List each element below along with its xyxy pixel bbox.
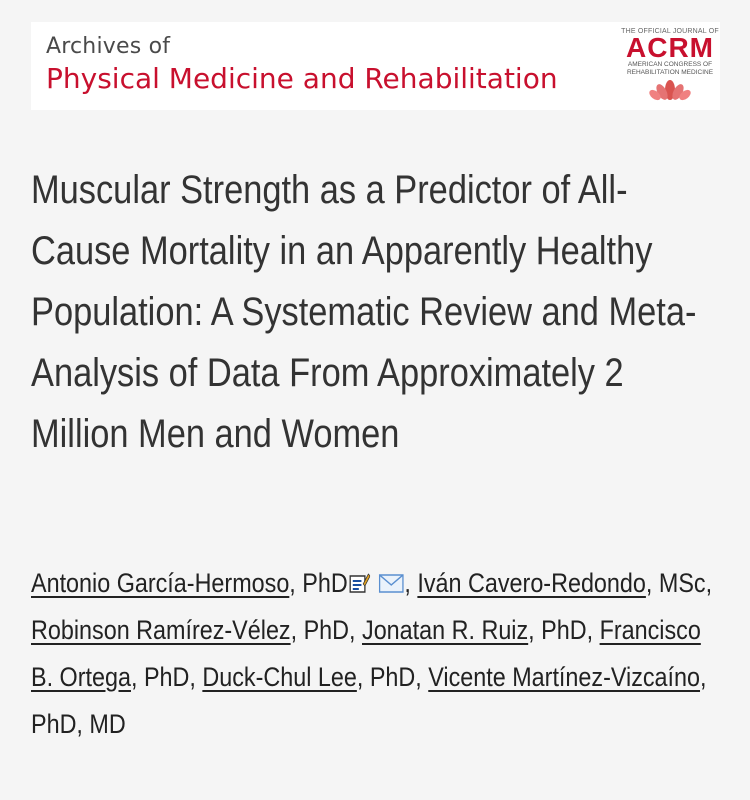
author-degree: , PhD, MD [31, 662, 707, 739]
journal-name-prefix: Archives of [46, 34, 171, 59]
separator: , [415, 662, 429, 692]
author-link[interactable]: Francisco B. Ortega [31, 615, 701, 692]
author-list: Antonio García-Hermoso, PhD , Iván Caver… [31, 560, 723, 748]
author-link[interactable]: Iván Cavero-Redondo [417, 568, 646, 598]
author-degree: , PhD [528, 615, 587, 645]
author-link[interactable]: Duck-Chul Lee [202, 662, 357, 692]
author-degree: , MSc [645, 568, 706, 598]
article-title: Muscular Strength as a Predictor of All-… [31, 168, 697, 456]
separator: , [349, 615, 363, 645]
author-link[interactable]: Robinson Ramírez-Vélez [31, 615, 291, 645]
author-link[interactable]: Antonio García-Hermoso [31, 568, 290, 598]
author-degree: , PhD [130, 662, 190, 692]
contact-card-icon[interactable] [349, 572, 371, 594]
author-link[interactable]: Vicente Martínez-Vizcaíno [428, 662, 701, 692]
separator: , [705, 568, 713, 598]
author-link[interactable]: Jonatan R. Ruiz [362, 615, 529, 645]
author-item: Antonio García-Hermoso, PhD , [31, 568, 417, 598]
separator: , [404, 568, 418, 598]
author-degree: , PhD [356, 662, 416, 692]
author-item: Iván Cavero-Redondo, MSc, [417, 568, 712, 598]
separator: , [586, 615, 600, 645]
acrm-wordmark: ACRM [626, 32, 714, 63]
journal-name: Physical Medicine and Rehabilitation [46, 62, 558, 95]
journal-banner[interactable]: Archives of Physical Medicine and Rehabi… [31, 22, 720, 110]
acrm-logo-block: THE OFFICIAL JOURNAL OF ACRM AMERICAN CO… [621, 28, 719, 102]
acrm-tagline: THE OFFICIAL JOURNAL OF [621, 28, 719, 35]
author-item: Jonatan R. Ruiz, PhD, [362, 615, 600, 645]
author-item: Robinson Ramírez-Vélez, PhD, [31, 615, 362, 645]
author-item: Vicente Martínez-Vizcaíno, PhD, MD [31, 662, 707, 739]
separator: , [189, 662, 203, 692]
email-icon[interactable] [378, 572, 404, 594]
lotus-logo-icon [649, 80, 691, 101]
author-degree: , PhD [289, 568, 348, 598]
author-degree: , PhD [290, 615, 350, 645]
author-item: Duck-Chul Lee, PhD, [202, 662, 428, 692]
author-item: Francisco B. Ortega, PhD, [31, 615, 701, 692]
acrm-subtitle-2: REHABILITATION MEDICINE [626, 69, 714, 76]
acrm-subtitle-1: AMERICAN CONGRESS OF [627, 61, 713, 68]
